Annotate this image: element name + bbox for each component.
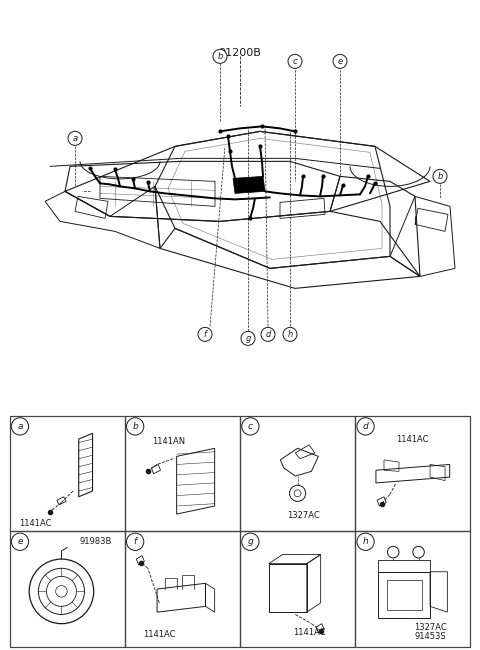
Text: 91453S: 91453S: [414, 632, 446, 641]
Circle shape: [213, 49, 227, 64]
Circle shape: [433, 170, 447, 183]
Circle shape: [261, 328, 275, 341]
Text: b: b: [132, 422, 138, 431]
Circle shape: [241, 332, 255, 345]
Circle shape: [333, 55, 347, 68]
Text: 91983B: 91983B: [80, 538, 112, 546]
Text: a: a: [72, 134, 78, 143]
Text: f: f: [204, 330, 206, 339]
Circle shape: [127, 418, 144, 435]
Text: c: c: [248, 422, 253, 431]
Text: h: h: [363, 538, 369, 546]
Text: e: e: [17, 538, 23, 546]
Circle shape: [127, 533, 144, 551]
Circle shape: [288, 55, 302, 68]
Text: d: d: [265, 330, 271, 339]
Text: 1141AC: 1141AC: [143, 630, 176, 638]
Text: 1327AC: 1327AC: [287, 511, 320, 520]
Text: 91200B: 91200B: [218, 48, 262, 58]
Text: h: h: [288, 330, 293, 339]
Circle shape: [283, 328, 297, 341]
Circle shape: [68, 131, 82, 146]
Circle shape: [242, 418, 259, 435]
Text: 1141AC: 1141AC: [293, 629, 325, 638]
Text: b: b: [217, 52, 223, 61]
Circle shape: [357, 418, 374, 435]
Text: c: c: [293, 57, 297, 66]
Text: d: d: [363, 422, 369, 431]
Circle shape: [12, 418, 29, 435]
Text: f: f: [133, 538, 137, 546]
Circle shape: [12, 533, 29, 551]
Polygon shape: [233, 176, 265, 194]
Text: 1141AC: 1141AC: [19, 519, 51, 528]
Circle shape: [242, 533, 259, 551]
Text: g: g: [245, 334, 251, 343]
Text: 1327AC: 1327AC: [414, 623, 446, 632]
Circle shape: [357, 533, 374, 551]
Text: g: g: [248, 538, 253, 546]
Text: e: e: [337, 57, 343, 66]
Text: b: b: [437, 172, 443, 181]
Text: a: a: [17, 422, 23, 431]
Circle shape: [198, 328, 212, 341]
Text: 1141AC: 1141AC: [396, 435, 429, 443]
Text: 1141AN: 1141AN: [152, 437, 185, 446]
